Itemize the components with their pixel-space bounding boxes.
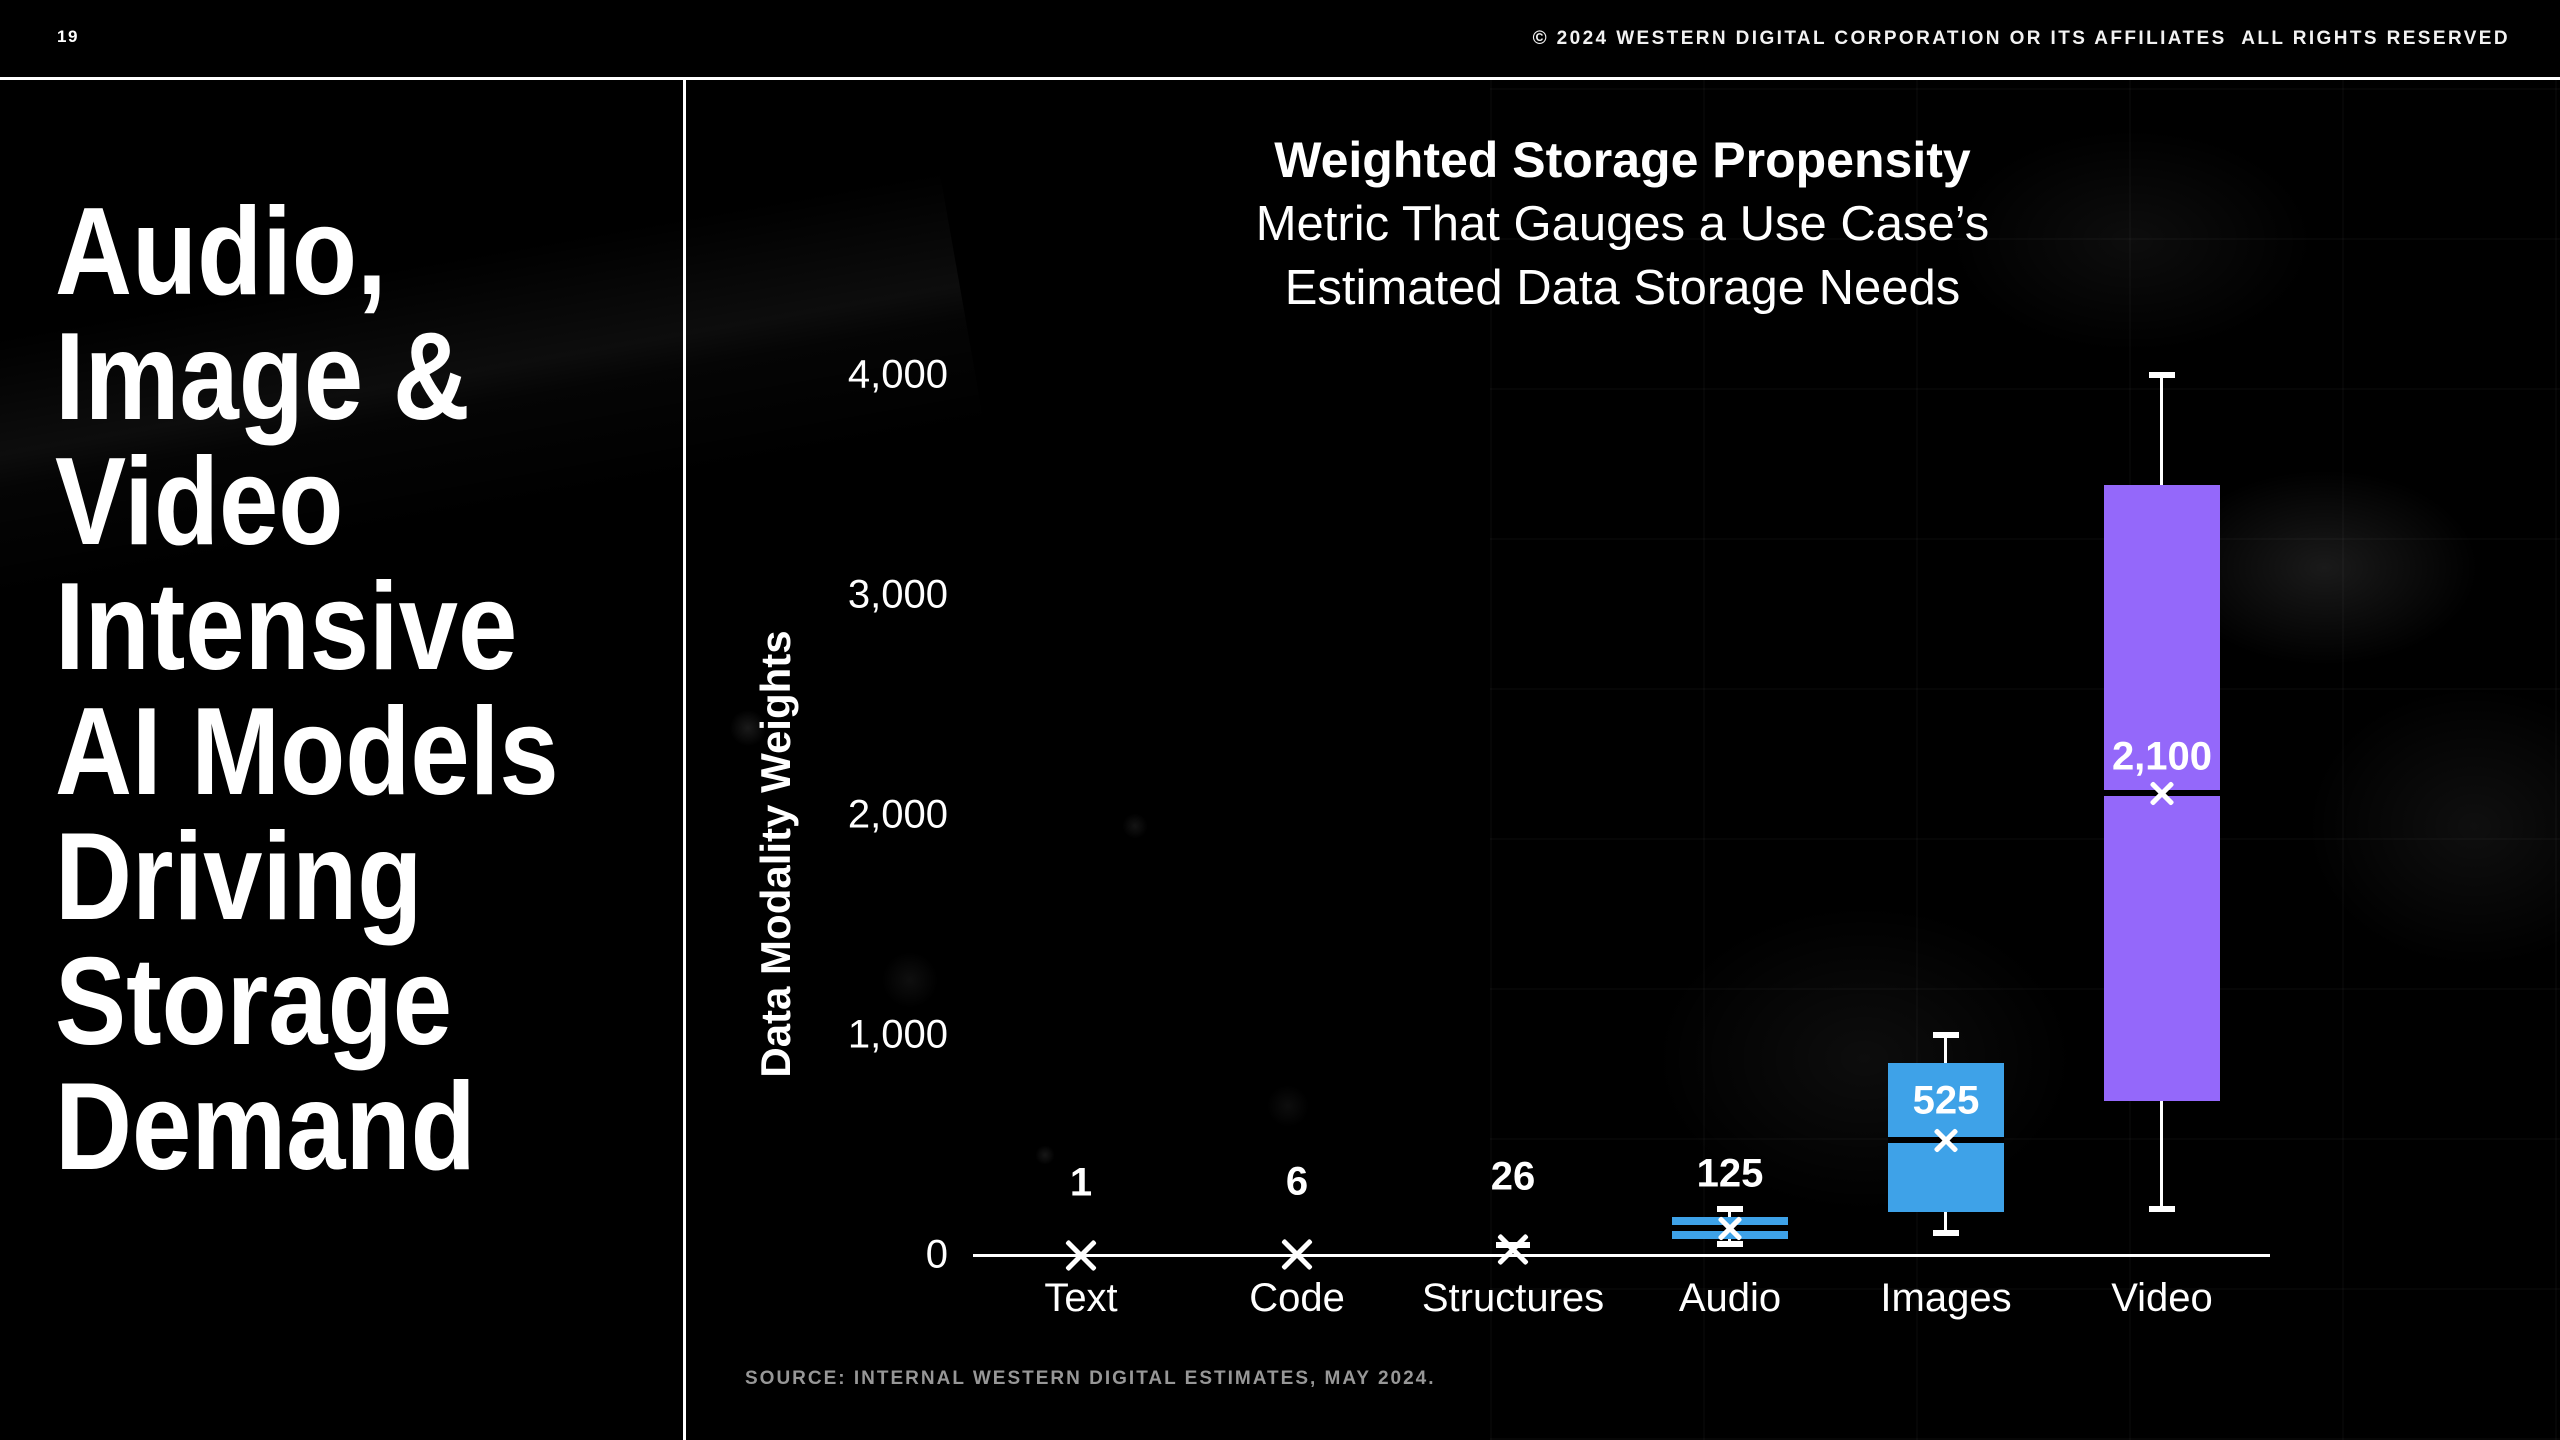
- y-tick-label: 3,000: [847, 572, 948, 617]
- panel-divider: [683, 77, 686, 1440]
- x-category-label: Images: [1880, 1276, 2012, 1320]
- whisker-cap: [1717, 1241, 1743, 1247]
- y-tick-label: 4,000: [847, 352, 948, 397]
- value-label: 1: [1069, 1160, 1093, 1205]
- chart-title: Weighted Storage Propensity: [1274, 132, 1971, 188]
- headline-line: Storage: [55, 933, 453, 1071]
- value-label: 525: [1912, 1078, 1980, 1123]
- copyright-text: © 2024 WESTERN DIGITAL CORPORATION OR IT…: [1532, 28, 2510, 49]
- x-category-label: Audio: [1678, 1276, 1782, 1320]
- headline-line: Video: [55, 433, 344, 571]
- chart-title-block: Weighted Storage Propensity Metric That …: [1040, 128, 2205, 320]
- whisker-cap: [1933, 1032, 1959, 1038]
- chart-subtitle-line: Metric That Gauges a Use Case’s: [1255, 197, 1990, 251]
- chart-subtitle-line: Estimated Data Storage Needs: [1284, 261, 1961, 315]
- source-text: SOURCE: INTERNAL WESTERN DIGITAL ESTIMAT…: [745, 1368, 1436, 1389]
- headline-line: Driving: [55, 808, 423, 946]
- whisker-cap: [2149, 1206, 2175, 1212]
- mean-marker-x: [1493, 1229, 1533, 1269]
- x-category-label: Text: [1044, 1276, 1118, 1320]
- whisker-cap: [2149, 372, 2175, 378]
- headline-line: Audio,: [55, 183, 387, 321]
- headline-line: Demand: [55, 1058, 476, 1196]
- value-label: 26: [1490, 1154, 1536, 1199]
- y-tick-label: 1,000: [847, 1012, 948, 1057]
- mean-marker-x: [1061, 1235, 1101, 1275]
- x-category-label: Video: [2111, 1276, 2213, 1320]
- headline-line: AI Models: [55, 683, 559, 821]
- headline: Audio, Image & Video Intensive AI Models…: [55, 190, 559, 1190]
- y-tick-label: 2,000: [847, 792, 948, 837]
- value-label: 6: [1285, 1159, 1309, 1204]
- whisker-cap: [1933, 1230, 1959, 1236]
- mean-marker-x: [1715, 1213, 1745, 1243]
- mean-marker-x: [1931, 1125, 1961, 1155]
- x-category-label: Code: [1249, 1276, 1345, 1320]
- y-tick-label: 0: [925, 1232, 948, 1277]
- y-axis-title: Data Modality Weights: [752, 630, 799, 1078]
- headline-line: Intensive: [55, 558, 518, 696]
- x-axis-line: [973, 1254, 2270, 1257]
- page-number: 19: [57, 27, 79, 46]
- value-label: 2,100: [2111, 734, 2213, 779]
- top-bar: 19 © 2024 WESTERN DIGITAL CORPORATION OR…: [0, 0, 2560, 80]
- mean-marker-x: [1277, 1234, 1317, 1274]
- whisker-cap: [1717, 1206, 1743, 1212]
- x-category-label: Structures: [1421, 1276, 1605, 1320]
- headline-line: Image &: [55, 308, 470, 446]
- value-label: 125: [1696, 1151, 1764, 1196]
- mean-marker-x: [2147, 778, 2177, 808]
